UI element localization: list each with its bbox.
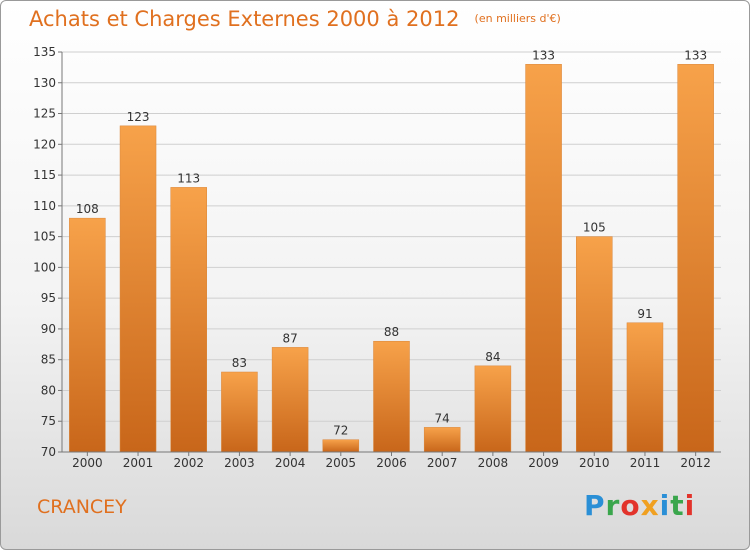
x-axis: 2000 2001 2002 2003 2004 2005 2006 2007 2008 2009… bbox=[62, 451, 721, 470]
data-label-2000: 108 bbox=[76, 202, 99, 216]
data-label-2009: 133 bbox=[532, 48, 555, 62]
chart-unit: (en milliers d'€) bbox=[474, 12, 561, 25]
x-tick-label-2009: 2009 bbox=[528, 456, 559, 470]
bar-2010 bbox=[576, 236, 613, 453]
data-label-2004: 87 bbox=[282, 331, 297, 345]
x-tick-label-2001: 2001 bbox=[123, 456, 154, 470]
x-tick-label-2006: 2006 bbox=[376, 456, 407, 470]
logo-letter: P bbox=[584, 489, 606, 522]
data-label-2012: 133 bbox=[684, 48, 707, 62]
y-tick-label: 110 bbox=[33, 199, 56, 213]
x-tick-label-2000: 2000 bbox=[72, 456, 103, 470]
bar-2001 bbox=[119, 125, 157, 453]
y-tick-label: 105 bbox=[33, 230, 56, 244]
logo-letter: o bbox=[620, 489, 641, 522]
bar-2007 bbox=[423, 427, 461, 453]
data-label-2008: 84 bbox=[485, 350, 500, 364]
x-tick-label-2005: 2005 bbox=[326, 456, 357, 470]
y-axis: 70 75 80 85 90 95 100 105 110 115 120 125 130 135 bbox=[33, 45, 63, 459]
data-label-2002: 113 bbox=[177, 171, 200, 185]
x-tick-label-2003: 2003 bbox=[224, 456, 255, 470]
y-tick-label: 95 bbox=[41, 291, 56, 305]
logo-letter: x bbox=[640, 489, 660, 522]
logo-letter: r bbox=[605, 489, 621, 522]
y-tick-label: 115 bbox=[33, 168, 56, 182]
commune-name: CRANCEY bbox=[37, 496, 127, 518]
data-label-2003: 83 bbox=[232, 356, 247, 370]
bar-2006 bbox=[373, 340, 410, 453]
bar-2011 bbox=[626, 322, 664, 453]
x-tick-label-2008: 2008 bbox=[478, 456, 509, 470]
x-tick-label-2004: 2004 bbox=[275, 456, 306, 470]
x-tick-label-2007: 2007 bbox=[427, 456, 458, 470]
x-tick-label-2002: 2002 bbox=[173, 456, 204, 470]
bar-2005 bbox=[322, 439, 360, 453]
y-tick-label: 130 bbox=[33, 76, 56, 90]
chart-title: Achats et Charges Externes 2000 à 2012 bbox=[29, 7, 460, 31]
logo-letter: i bbox=[659, 489, 671, 522]
x-tick-label-2010: 2010 bbox=[579, 456, 610, 470]
y-tick-label: 100 bbox=[33, 260, 56, 274]
bar-2012 bbox=[677, 64, 714, 453]
x-tick-label-2012: 2012 bbox=[680, 456, 711, 470]
y-tick-label: 125 bbox=[33, 107, 56, 121]
data-label-2011: 91 bbox=[637, 307, 652, 321]
data-label-2006: 88 bbox=[384, 325, 399, 339]
y-tick-label: 85 bbox=[41, 353, 56, 367]
bar-2009 bbox=[525, 64, 562, 453]
proxiti-logo: Proxiti bbox=[584, 489, 695, 522]
x-tick-label-2011: 2011 bbox=[630, 456, 661, 470]
data-label-2001: 123 bbox=[127, 110, 150, 124]
y-tick-label: 90 bbox=[41, 322, 56, 336]
chart-title-block: Achats et Charges Externes 2000 à 2012 (… bbox=[29, 7, 561, 31]
y-tick-label: 70 bbox=[41, 445, 56, 459]
bars bbox=[69, 64, 714, 453]
y-tick-label: 75 bbox=[41, 414, 56, 428]
logo-letter: i bbox=[684, 489, 696, 522]
y-tick-label: 80 bbox=[41, 383, 56, 397]
bar-2008 bbox=[474, 365, 512, 453]
data-labels: 108 123 113 83 87 72 88 74 84 133 105 91 133 bbox=[76, 48, 707, 437]
data-label-2005: 72 bbox=[333, 424, 348, 438]
logo-letter: t bbox=[670, 489, 685, 522]
bar-2003 bbox=[221, 371, 258, 453]
bar-2002 bbox=[170, 187, 207, 453]
y-tick-label: 120 bbox=[33, 137, 56, 151]
data-label-2010: 105 bbox=[583, 221, 606, 235]
data-label-2007: 74 bbox=[435, 411, 450, 425]
y-tick-label: 135 bbox=[33, 45, 56, 59]
bar-2000 bbox=[69, 217, 106, 453]
bar-2004 bbox=[271, 347, 309, 453]
